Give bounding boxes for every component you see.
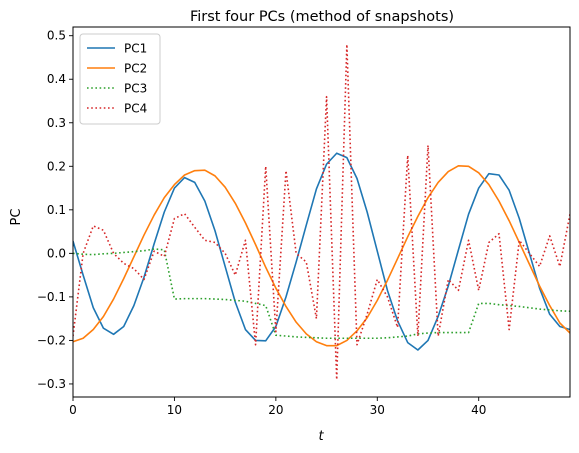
x-tick-label: 30 xyxy=(370,403,385,417)
y-tick-label: −0.3 xyxy=(37,377,66,391)
series-line-pc2 xyxy=(73,165,570,347)
legend-label-pc4: PC4 xyxy=(124,102,147,116)
series-line-pc3 xyxy=(73,248,570,340)
y-tick-label: −0.1 xyxy=(37,290,66,304)
legend-label-pc3: PC3 xyxy=(124,82,147,96)
legend-box xyxy=(79,33,161,125)
y-tick-label: 0.3 xyxy=(47,116,66,130)
y-tick-label: 0.5 xyxy=(47,29,66,43)
legend: PC1 PC2 PC3 PC4 xyxy=(79,33,161,125)
x-axis-label: t xyxy=(318,429,324,444)
y-tick-label: 0.2 xyxy=(47,159,66,173)
x-tick-label: 10 xyxy=(167,403,182,417)
y-tick-label: 0.1 xyxy=(47,203,66,217)
x-tick-label: 0 xyxy=(69,403,77,417)
x-tick-label: 20 xyxy=(268,403,283,417)
legend-label-pc1: PC1 xyxy=(124,42,147,56)
plot-frame xyxy=(72,26,571,398)
y-tick-label: 0.4 xyxy=(47,72,66,86)
ticks-layer: 0 10 20 30 40 −0.3 −0.2 −0.1 0.0 0.1 0.2 0.3 0.4 0.5 xyxy=(37,29,486,417)
x-tick-label: 40 xyxy=(471,403,486,417)
y-tick-label: −0.2 xyxy=(37,333,66,347)
chart-title: First four PCs (method of snapshots) xyxy=(190,9,454,25)
series-line-pc4 xyxy=(73,43,570,381)
y-axis-label: PC xyxy=(9,209,24,226)
plot-layer xyxy=(73,43,570,381)
y-tick-label: 0.0 xyxy=(47,246,66,260)
series-line-pc1 xyxy=(73,152,570,351)
legend-label-pc2: PC2 xyxy=(124,62,147,76)
